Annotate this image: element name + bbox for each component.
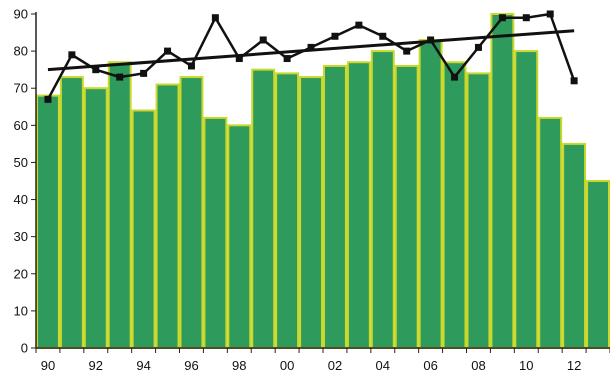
line-point-93 [116,73,124,81]
line-point-10 [522,14,530,22]
line-point-96 [187,62,195,70]
x-tick-label: 08 [471,358,485,373]
line-point-98 [235,55,243,63]
bar-93 [107,61,132,349]
y-tick-label: 80 [14,44,28,59]
x-tick-label: 94 [136,358,150,373]
bar-96 [179,76,204,349]
bar-91 [59,76,84,349]
bar-99 [251,68,276,350]
x-tick-label: 90 [41,358,55,373]
line-point-09 [498,14,506,22]
bar-08 [466,72,491,349]
x-tick-label: 06 [423,358,437,373]
x-ticks: 90 92 94 96 98 00 02 04 06 08 10 12 [35,348,610,373]
line-point-92 [92,66,100,74]
line-point-02 [331,32,339,40]
x-tick-label: 04 [376,358,390,373]
line-point-90 [44,95,52,103]
bar-09 [490,13,515,349]
x-tick-label: 10 [519,358,533,373]
line-point-00 [283,55,291,63]
line-point-01 [307,43,315,51]
y-tick-label: 0 [21,341,28,356]
bar-05 [394,64,419,349]
line-point-07 [451,73,459,81]
x-tick-label: 98 [232,358,246,373]
bar-12 [562,142,587,349]
line-point-91 [68,51,76,59]
bar-90 [36,94,60,350]
line-point-04 [379,32,387,40]
line-point-05 [403,47,411,55]
bar-13 [586,180,610,349]
line-point-97 [211,14,219,22]
bar-03 [346,61,371,349]
bar-02 [323,64,347,349]
bar-97 [203,116,228,349]
y-tick-label: 70 [14,81,28,96]
y-tick-label: 10 [14,303,28,318]
bar-92 [83,87,108,349]
y-tick-label: 40 [14,192,28,207]
y-tick-label: 20 [14,266,28,281]
bar-95 [155,83,180,349]
bar-94 [131,109,156,349]
y-tick-label: 60 [14,118,28,133]
line-points [44,10,578,103]
x-tick-label: 96 [184,358,198,373]
y-ticks: 0 10 20 30 40 50 60 70 80 90 [14,7,36,356]
line-point-08 [474,43,482,51]
line-point-06 [427,36,435,44]
bar-11 [538,116,563,349]
bar-10 [514,50,539,349]
bar-group [36,13,610,350]
x-tick-label: 02 [328,358,342,373]
line-point-11 [546,10,554,18]
bar-04 [370,50,395,349]
line-point-94 [140,69,148,77]
y-tick-label: 50 [14,155,28,170]
line-point-99 [259,36,267,44]
line-point-12 [570,77,578,85]
x-tick-label: 00 [280,358,294,373]
y-tick-label: 90 [14,7,28,22]
bar-98 [227,124,252,350]
bar-00 [275,72,300,349]
y-tick-label: 30 [14,229,28,244]
bar-06 [418,38,443,349]
line-point-03 [355,21,363,29]
line-point-95 [164,47,172,55]
bar-01 [299,76,324,349]
x-tick-label: 92 [89,358,103,373]
x-tick-label: 12 [567,358,581,373]
bar-07 [442,61,467,349]
